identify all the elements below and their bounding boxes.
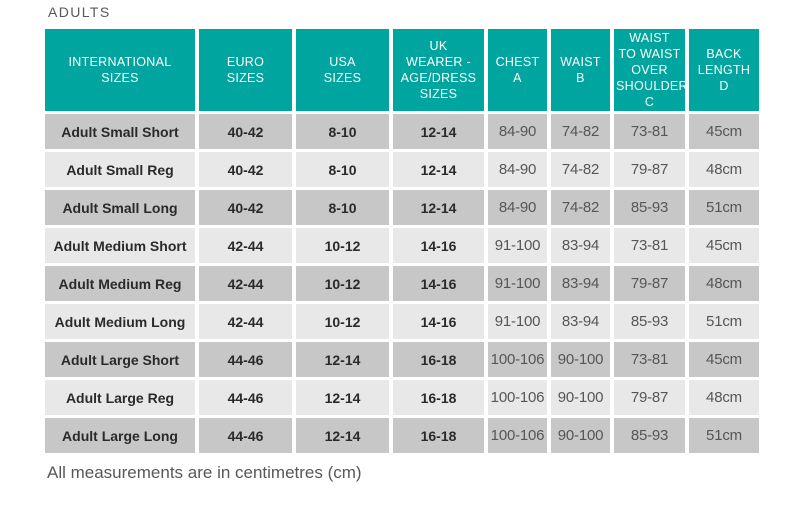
size-name-cell: Adult Large Reg <box>45 380 195 415</box>
back-length-cell: 45cm <box>689 228 759 263</box>
euro-size-cell: 44-46 <box>199 380 292 415</box>
waist-cell: 90-100 <box>551 380 610 415</box>
waist-to-waist-cell: 73-81 <box>614 342 685 377</box>
chest-cell: 91-100 <box>488 228 547 263</box>
waist-to-waist-cell: 85-93 <box>614 190 685 225</box>
waist-cell: 90-100 <box>551 342 610 377</box>
chest-cell: 100-106 <box>488 380 547 415</box>
table-row: Adult Medium Short 42-44 10-12 14-16 91-… <box>45 228 759 263</box>
column-header-waist-to-waist-over-shoulder-c: WAIST TO WAIST OVER SHOULDER C <box>614 29 688 111</box>
uk-size-cell: 16-18 <box>393 380 484 415</box>
euro-size-cell: 42-44 <box>199 266 292 301</box>
back-length-cell: 48cm <box>689 266 759 301</box>
uk-size-cell: 16-18 <box>393 342 484 377</box>
euro-size-cell: 42-44 <box>199 228 292 263</box>
uk-size-cell: 12-14 <box>393 190 484 225</box>
back-length-cell: 45cm <box>689 342 759 377</box>
uk-size-cell: 16-18 <box>393 418 484 453</box>
size-name-cell: Adult Medium Short <box>45 228 195 263</box>
size-name-cell: Adult Medium Reg <box>45 266 195 301</box>
table-row: Adult Medium Long 42-44 10-12 14-16 91-1… <box>45 304 759 339</box>
euro-size-cell: 44-46 <box>199 418 292 453</box>
waist-to-waist-cell: 79-87 <box>614 266 685 301</box>
size-name-cell: Adult Small Long <box>45 190 195 225</box>
column-header-euro-sizes: EURO SIZES <box>199 29 292 111</box>
table-row: Adult Large Reg 44-46 12-14 16-18 100-10… <box>45 380 759 415</box>
usa-size-cell: 8-10 <box>296 152 389 187</box>
chest-cell: 84-90 <box>488 114 547 149</box>
waist-to-waist-cell: 85-93 <box>614 418 685 453</box>
size-name-cell: Adult Small Short <box>45 114 195 149</box>
euro-size-cell: 44-46 <box>199 342 292 377</box>
usa-size-cell: 12-14 <box>296 418 389 453</box>
back-length-cell: 51cm <box>689 304 759 339</box>
size-table: INTERNATIONAL SIZES EURO SIZES USA SIZES… <box>41 26 763 456</box>
euro-size-cell: 40-42 <box>199 190 292 225</box>
uk-size-cell: 14-16 <box>393 304 484 339</box>
table-row: Adult Small Long 40-42 8-10 12-14 84-90 … <box>45 190 759 225</box>
back-length-cell: 51cm <box>689 190 759 225</box>
uk-size-cell: 12-14 <box>393 152 484 187</box>
table-row: Adult Medium Reg 42-44 10-12 14-16 91-10… <box>45 266 759 301</box>
chest-cell: 84-90 <box>488 152 547 187</box>
back-length-cell: 48cm <box>689 380 759 415</box>
waist-to-waist-cell: 79-87 <box>614 152 685 187</box>
waist-to-waist-cell: 79-87 <box>614 380 685 415</box>
uk-size-cell: 14-16 <box>393 228 484 263</box>
column-header-waist-b: WAIST B <box>551 29 610 111</box>
table-row: Adult Small Reg 40-42 8-10 12-14 84-90 7… <box>45 152 759 187</box>
usa-size-cell: 10-12 <box>296 304 389 339</box>
column-header-back-length-d: BACK LENGTH D <box>689 29 759 111</box>
usa-size-cell: 12-14 <box>296 380 389 415</box>
column-header-usa-sizes: USA SIZES <box>296 29 389 111</box>
usa-size-cell: 8-10 <box>296 190 389 225</box>
waist-cell: 74-82 <box>551 152 610 187</box>
waist-cell: 90-100 <box>551 418 610 453</box>
waist-cell: 74-82 <box>551 114 610 149</box>
size-name-cell: Adult Medium Long <box>45 304 195 339</box>
measurements-note: All measurements are in centimetres (cm) <box>47 463 362 482</box>
back-length-cell: 48cm <box>689 152 759 187</box>
chest-cell: 91-100 <box>488 266 547 301</box>
chest-cell: 91-100 <box>488 304 547 339</box>
size-name-cell: Adult Small Reg <box>45 152 195 187</box>
waist-cell: 83-94 <box>551 266 610 301</box>
uk-size-cell: 12-14 <box>393 114 484 149</box>
usa-size-cell: 10-12 <box>296 228 389 263</box>
waist-cell: 74-82 <box>551 190 610 225</box>
waist-to-waist-cell: 85-93 <box>614 304 685 339</box>
usa-size-cell: 8-10 <box>296 114 389 149</box>
chest-cell: 84-90 <box>488 190 547 225</box>
page-title: ADULTS <box>48 4 111 20</box>
waist-cell: 83-94 <box>551 228 610 263</box>
table-row: Adult Large Short 44-46 12-14 16-18 100-… <box>45 342 759 377</box>
waist-to-waist-cell: 73-81 <box>614 114 685 149</box>
adults-size-chart: ADULTS INTERNATIONAL SIZES EURO SIZES US… <box>41 4 763 482</box>
usa-size-cell: 12-14 <box>296 342 389 377</box>
uk-size-cell: 14-16 <box>393 266 484 301</box>
size-name-cell: Adult Large Short <box>45 342 195 377</box>
table-row: Adult Large Long 44-46 12-14 16-18 100-1… <box>45 418 759 453</box>
size-name-cell: Adult Large Long <box>45 418 195 453</box>
waist-cell: 83-94 <box>551 304 610 339</box>
chest-cell: 100-106 <box>488 342 547 377</box>
column-header-uk-wearer-age-dress-sizes: UK WEARER - AGE/DRESS SIZES <box>393 29 484 111</box>
column-header-chest-a: CHEST A <box>488 29 547 111</box>
usa-size-cell: 10-12 <box>296 266 389 301</box>
waist-to-waist-cell: 73-81 <box>614 228 685 263</box>
column-header-international-sizes: INTERNATIONAL SIZES <box>45 29 195 111</box>
euro-size-cell: 40-42 <box>199 114 292 149</box>
header-row: INTERNATIONAL SIZES EURO SIZES USA SIZES… <box>45 29 759 111</box>
chest-cell: 100-106 <box>488 418 547 453</box>
table-row: Adult Small Short 40-42 8-10 12-14 84-90… <box>45 114 759 149</box>
back-length-cell: 45cm <box>689 114 759 149</box>
back-length-cell: 51cm <box>689 418 759 453</box>
euro-size-cell: 42-44 <box>199 304 292 339</box>
euro-size-cell: 40-42 <box>199 152 292 187</box>
